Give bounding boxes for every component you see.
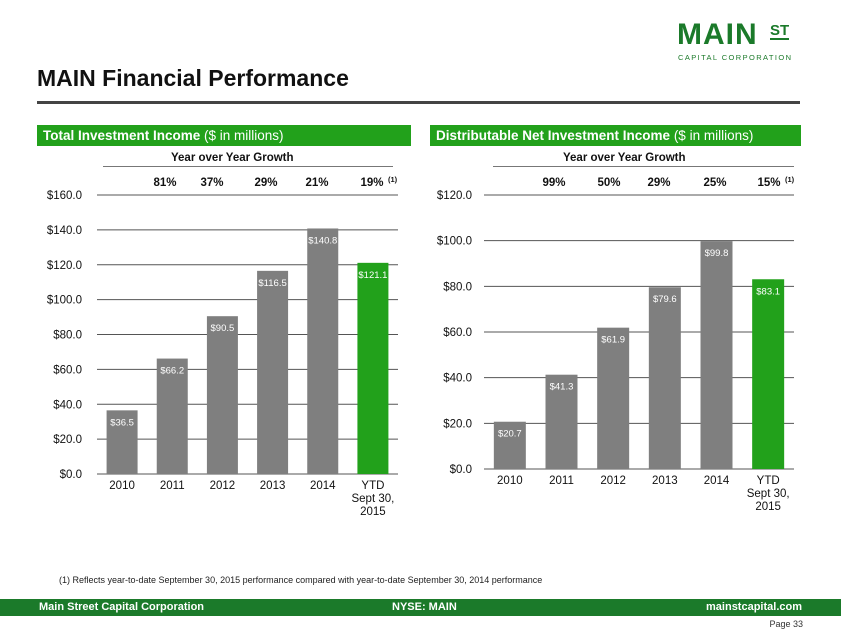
y-tick-label: $40.0 bbox=[53, 399, 82, 411]
footer-website-link[interactable]: mainstcapital.com bbox=[706, 601, 802, 613]
growth-percent: 29% bbox=[647, 177, 670, 189]
bar bbox=[648, 287, 681, 469]
x-tick-label: 2011 bbox=[549, 475, 574, 487]
y-tick-label: $60.0 bbox=[53, 364, 82, 376]
growth-percent: 81% bbox=[153, 177, 176, 189]
x-tick-label: 2015 bbox=[755, 501, 781, 513]
bar-data-label: $79.6 bbox=[653, 294, 677, 305]
page-number: Page 33 bbox=[769, 619, 803, 629]
logo-main-text: MAIN bbox=[677, 18, 758, 51]
y-tick-label: $0.0 bbox=[60, 469, 82, 481]
growth-footnote-marker: (1) bbox=[785, 175, 795, 184]
panel-title-bold: Total Investment Income bbox=[43, 128, 201, 143]
y-tick-label: $160.0 bbox=[47, 190, 82, 202]
bar-data-label: $41.3 bbox=[550, 382, 574, 393]
title-divider bbox=[37, 101, 800, 104]
logo-st-text: ST bbox=[770, 22, 790, 40]
panel-header-total-investment-income: Total Investment Income ($ in millions) bbox=[37, 125, 411, 146]
y-tick-label: $100.0 bbox=[47, 295, 82, 307]
bar-data-label: $66.2 bbox=[160, 366, 184, 377]
bar-data-label: $90.5 bbox=[211, 323, 235, 334]
x-tick-label: 2011 bbox=[160, 480, 185, 492]
footer-ticker: NYSE: MAIN bbox=[392, 601, 457, 613]
bar-data-label: $99.8 bbox=[705, 248, 729, 259]
logo-subtitle: CAPITAL CORPORATION bbox=[678, 53, 793, 62]
x-tick-label: 2015 bbox=[360, 506, 386, 518]
y-tick-label: $0.0 bbox=[450, 464, 472, 476]
bar-data-label: $140.8 bbox=[308, 235, 337, 246]
bar bbox=[307, 228, 339, 474]
bar-data-label: $20.7 bbox=[498, 429, 522, 440]
x-tick-label: YTD bbox=[757, 475, 780, 487]
growth-percent: 29% bbox=[254, 177, 277, 189]
bar-data-label: $61.9 bbox=[601, 335, 625, 346]
bar bbox=[752, 279, 785, 469]
footer-company-name: Main Street Capital Corporation bbox=[39, 601, 205, 613]
growth-percent: 25% bbox=[703, 177, 726, 189]
growth-percent: 19% bbox=[360, 177, 383, 189]
growth-title-left: Year over Year Growth bbox=[171, 152, 294, 164]
y-tick-label: $80.0 bbox=[53, 330, 82, 342]
x-tick-label: Sept 30, bbox=[351, 493, 394, 505]
panel-title-units: ($ in millions) bbox=[200, 128, 284, 143]
x-tick-label: Sept 30, bbox=[747, 488, 790, 500]
y-tick-label: $40.0 bbox=[443, 373, 472, 385]
bar bbox=[700, 241, 733, 469]
bar-data-label: $83.1 bbox=[756, 286, 780, 297]
growth-footnote-marker: (1) bbox=[388, 175, 398, 184]
x-tick-label: 2014 bbox=[310, 480, 336, 492]
panel-title-bold: Distributable Net Investment Income bbox=[436, 128, 671, 143]
y-tick-label: $120.0 bbox=[437, 190, 472, 202]
x-tick-label: 2012 bbox=[210, 480, 236, 492]
y-tick-label: $80.0 bbox=[443, 281, 472, 293]
page-title: MAIN Financial Performance bbox=[37, 65, 349, 91]
y-tick-label: $140.0 bbox=[47, 225, 82, 237]
bar bbox=[597, 327, 630, 469]
x-tick-label: 2012 bbox=[600, 475, 626, 487]
bar bbox=[545, 374, 578, 469]
x-tick-label: 2013 bbox=[260, 480, 286, 492]
growth-divider-right bbox=[493, 166, 794, 167]
bar bbox=[493, 421, 526, 469]
company-logo: MAIN ST CAPITAL CORPORATION bbox=[677, 20, 799, 64]
y-tick-label: $20.0 bbox=[53, 434, 82, 446]
bar-data-label: $121.1 bbox=[358, 270, 387, 281]
footnote: (1) Reflects year-to-date September 30, … bbox=[59, 575, 543, 585]
growth-percent: 37% bbox=[200, 177, 223, 189]
y-tick-label: $60.0 bbox=[443, 327, 472, 339]
bar bbox=[156, 358, 188, 474]
y-tick-label: $120.0 bbox=[47, 260, 82, 272]
panel-header-distributable-nii: Distributable Net Investment Income ($ i… bbox=[430, 125, 801, 146]
growth-divider-left bbox=[103, 166, 393, 167]
bar bbox=[106, 410, 138, 474]
growth-percent: 15% bbox=[757, 177, 780, 189]
growth-percent: 21% bbox=[305, 177, 328, 189]
x-tick-label: YTD bbox=[361, 480, 384, 492]
x-tick-label: 2010 bbox=[109, 480, 135, 492]
y-tick-label: $100.0 bbox=[437, 236, 472, 248]
growth-percent: 99% bbox=[542, 177, 565, 189]
growth-percent: 50% bbox=[597, 177, 620, 189]
y-tick-label: $20.0 bbox=[443, 418, 472, 430]
bar bbox=[206, 316, 238, 474]
x-tick-label: 2010 bbox=[497, 475, 523, 487]
bar bbox=[257, 270, 289, 474]
bar-data-label: $36.5 bbox=[110, 417, 134, 428]
footer-bar: Main Street Capital Corporation NYSE: MA… bbox=[0, 599, 841, 616]
bar bbox=[357, 262, 389, 474]
bar-data-label: $116.5 bbox=[258, 278, 286, 289]
x-tick-label: 2014 bbox=[704, 475, 730, 487]
panel-title-units: ($ in millions) bbox=[670, 128, 754, 143]
x-tick-label: 2013 bbox=[652, 475, 678, 487]
growth-title-right: Year over Year Growth bbox=[563, 152, 686, 164]
